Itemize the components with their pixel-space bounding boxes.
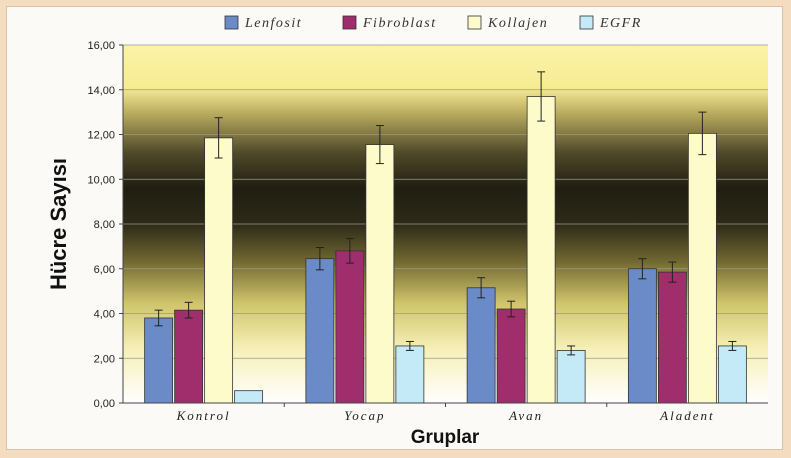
x-tick-label: Avan — [508, 408, 543, 423]
bar-lenfosit — [627, 268, 657, 404]
bar-egfr — [717, 345, 747, 404]
legend-label-egfr: EGFR — [599, 16, 642, 31]
legend: Lenfosit Fibroblast Kollajen EGFR — [224, 15, 642, 31]
y-tick-label: 0,00 — [94, 398, 115, 410]
legend-swatch-lenfosit — [224, 15, 239, 30]
bar-egfr — [395, 345, 425, 404]
y-axis-title: Hücre Sayısı — [46, 158, 71, 290]
bar-kollajen — [526, 96, 556, 404]
bar-lenfosit — [305, 258, 335, 404]
y-tick-label: 4,00 — [94, 309, 115, 321]
bar-lenfosit — [144, 317, 174, 404]
y-tick-label: 16,00 — [87, 40, 115, 52]
bar-kollajen — [365, 144, 395, 404]
bar-egfr — [556, 350, 586, 404]
bar-egfr — [234, 390, 264, 404]
bar-kollajen — [687, 132, 717, 404]
x-tick-label: Yocap — [344, 408, 385, 423]
y-tick-label: 6,00 — [94, 264, 115, 276]
axes — [122, 45, 768, 407]
y-tick-label: 10,00 — [87, 174, 115, 186]
y-tick-label: 12,00 — [87, 130, 115, 142]
bar-fibroblast — [657, 271, 687, 404]
x-tick-label: Kontrol — [176, 408, 231, 423]
y-tick-labels: 0,00 2,00 4,00 6,00 8,00 10,00 12,00 14,00 16,00 — [87, 40, 115, 410]
x-tick-labels: Kontrol Yocap Avan Aladent — [176, 408, 714, 423]
x-axis-title: Gruplar — [411, 427, 480, 448]
x-tick-label: Aladent — [659, 408, 714, 423]
bar-fibroblast — [335, 250, 365, 404]
bars — [144, 71, 747, 404]
legend-label-fibroblast: Fibroblast — [362, 16, 437, 31]
y-tick-label: 8,00 — [94, 219, 115, 231]
bar-kollajen — [204, 137, 234, 404]
bar-fibroblast — [496, 308, 526, 404]
y-tick-label: 14,00 — [87, 85, 115, 97]
legend-swatch-fibroblast — [342, 15, 357, 30]
legend-label-lenfosit: Lenfosit — [244, 16, 302, 31]
y-tick-label: 2,00 — [94, 353, 115, 365]
bar-lenfosit — [466, 287, 496, 404]
legend-label-kollajen: Kollajen — [487, 16, 548, 31]
legend-swatch-kollajen — [467, 15, 482, 30]
legend-swatch-egfr — [579, 15, 594, 30]
bar-fibroblast — [174, 309, 204, 404]
